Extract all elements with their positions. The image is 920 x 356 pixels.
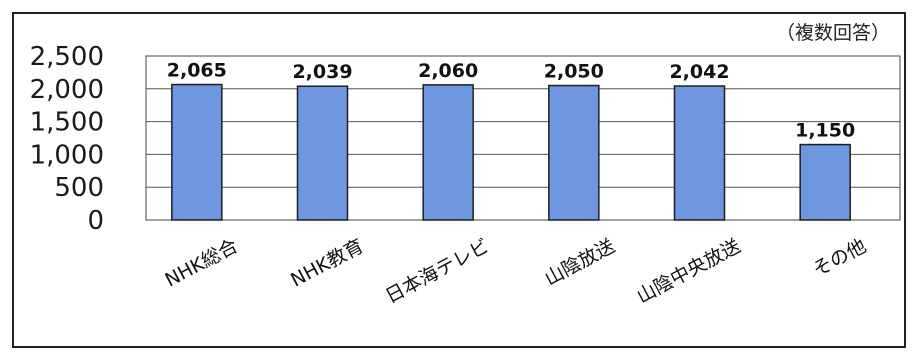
data-label: 2,065: [167, 60, 227, 82]
bar: [673, 85, 726, 221]
x-tick-label: 日本海テレビ: [382, 235, 493, 308]
y-tick-label: 2,000: [30, 75, 104, 105]
bar: [548, 84, 600, 221]
bar: [799, 143, 851, 221]
chart-note: （複数回答）: [775, 22, 890, 44]
bar: [296, 85, 349, 221]
data-label: 2,050: [544, 61, 604, 83]
data-label: 2,042: [669, 61, 729, 83]
x-tick-label: NHK教育: [287, 235, 367, 291]
y-tick-label: 1,000: [30, 140, 104, 170]
data-label: 2,039: [292, 61, 352, 83]
bar: [171, 83, 223, 221]
data-label: 1,150: [795, 120, 855, 142]
y-tick-label: 500: [54, 173, 104, 203]
x-tick-label: 山陰中央放送: [633, 235, 744, 308]
y-tick-label: 2,500: [30, 42, 104, 72]
y-tick-label: 1,500: [30, 108, 104, 138]
x-tick-label: その他: [809, 235, 870, 281]
plot-area: [145, 55, 901, 221]
data-label: 2,060: [418, 60, 478, 82]
x-tick-label: NHK総合: [162, 235, 242, 291]
x-tick-label: 山陰放送: [541, 235, 618, 290]
bar: [422, 84, 474, 221]
y-tick-label: 0: [87, 206, 104, 236]
